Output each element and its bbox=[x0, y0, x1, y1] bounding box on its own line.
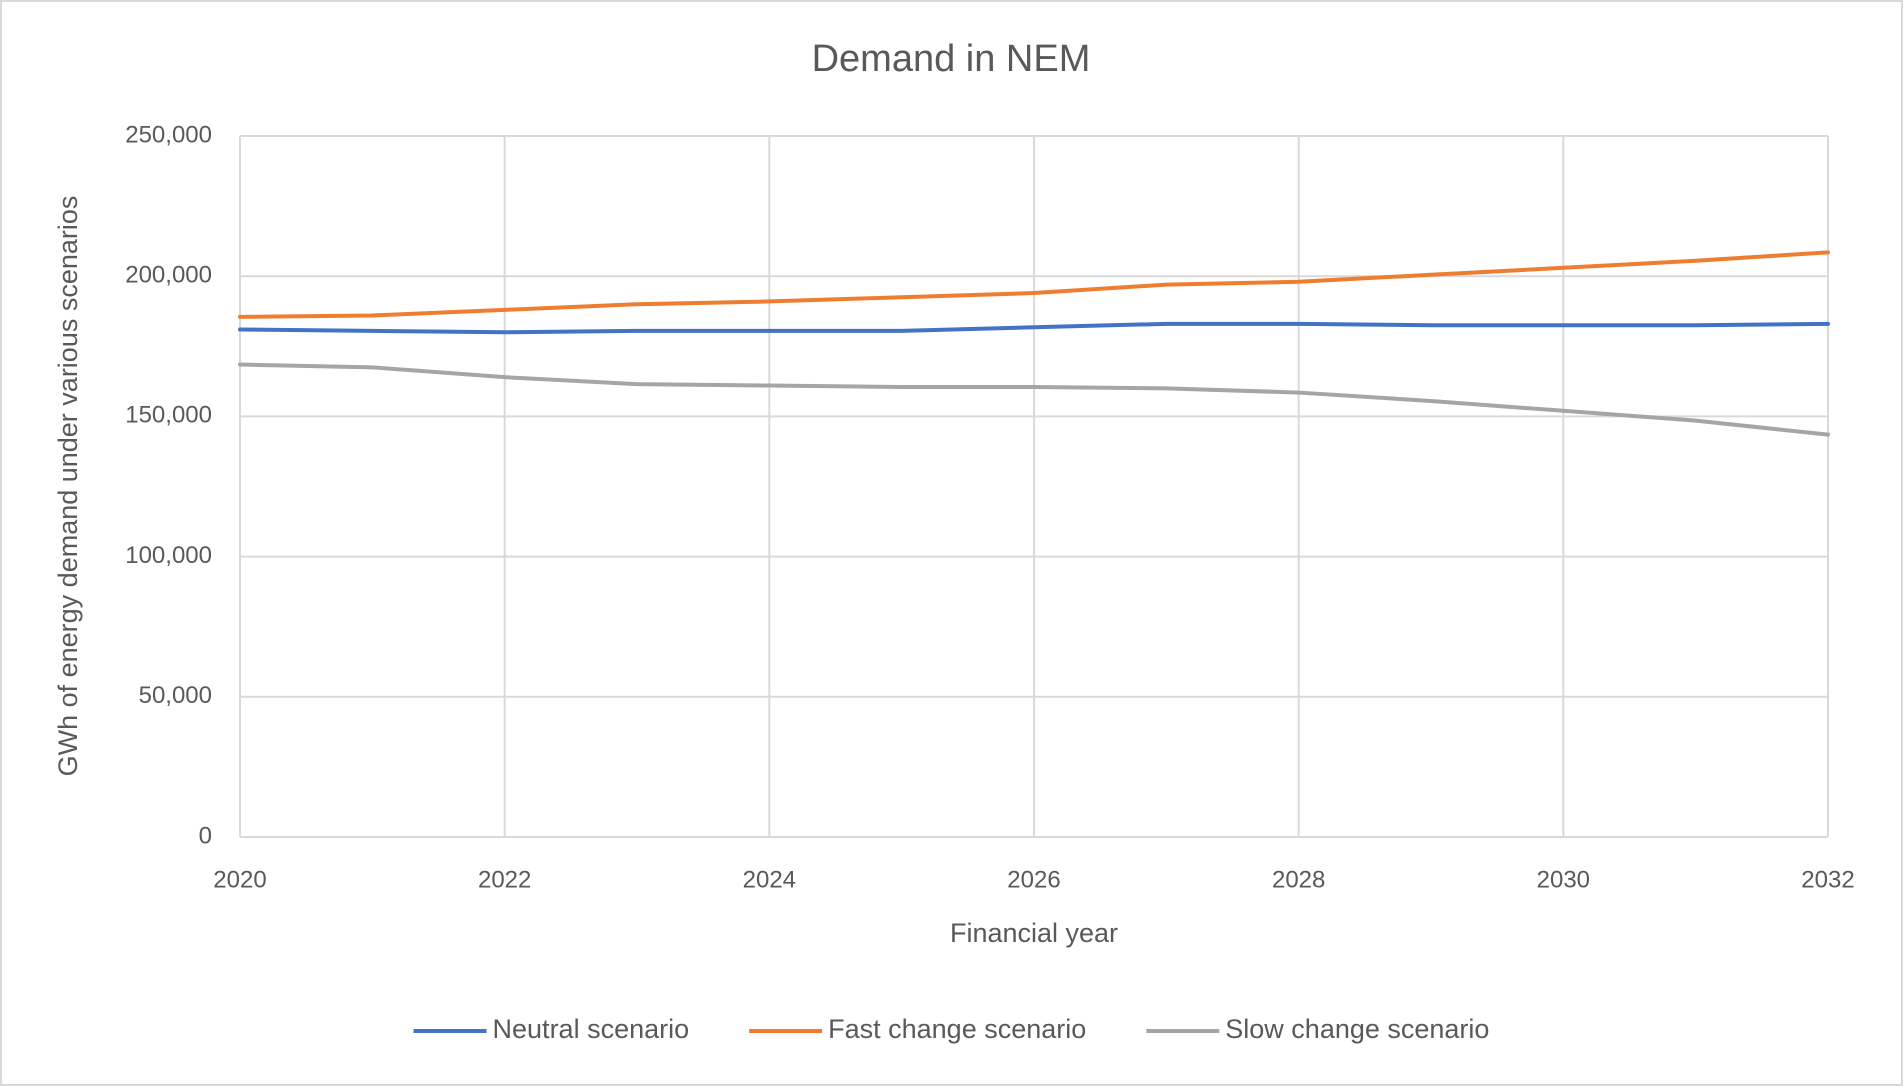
series-line bbox=[238, 250, 1830, 319]
x-tick-label: 2024 bbox=[743, 866, 796, 893]
y-tick-label: 50,000 bbox=[139, 682, 212, 709]
legend-label: Slow change scenario bbox=[1225, 1014, 1489, 1044]
y-tick-label: 200,000 bbox=[125, 262, 212, 289]
series-line bbox=[238, 321, 1830, 335]
x-tick-label: 2030 bbox=[1537, 866, 1590, 893]
x-tick-label: 2028 bbox=[1272, 866, 1325, 893]
y-tick-label: 0 bbox=[199, 822, 212, 849]
y-axis-label: GWh of energy demand under various scena… bbox=[53, 196, 83, 777]
y-tick-label: 150,000 bbox=[125, 402, 212, 429]
series-line bbox=[238, 362, 1830, 437]
x-tick-label: 2020 bbox=[213, 866, 266, 893]
x-tick-label: 2026 bbox=[1007, 866, 1060, 893]
y-tick-label: 100,000 bbox=[125, 542, 212, 569]
x-tick-label: 2032 bbox=[1801, 866, 1854, 893]
legend-label: Neutral scenario bbox=[493, 1014, 690, 1044]
legend-label: Fast change scenario bbox=[828, 1014, 1086, 1044]
x-axis-label: Financial year bbox=[950, 918, 1118, 948]
x-tick-label: 2022 bbox=[478, 866, 531, 893]
chart-title: Demand in NEM bbox=[812, 38, 1091, 80]
y-tick-label: 250,000 bbox=[125, 121, 212, 148]
